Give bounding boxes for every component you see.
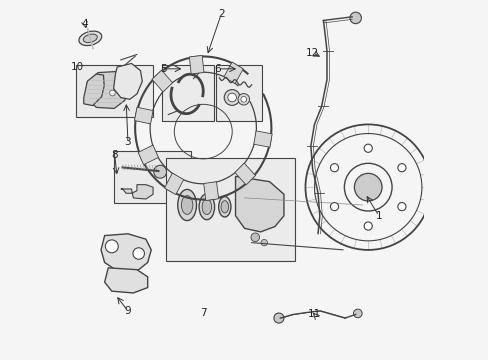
Ellipse shape (221, 201, 228, 213)
Circle shape (250, 233, 259, 242)
Ellipse shape (178, 189, 196, 221)
Text: 10: 10 (70, 62, 83, 72)
Text: 5: 5 (160, 64, 167, 74)
Circle shape (227, 93, 236, 102)
Circle shape (364, 222, 371, 230)
Bar (165, 158, 294, 261)
Ellipse shape (181, 195, 192, 214)
Polygon shape (235, 176, 284, 232)
Circle shape (273, 313, 284, 323)
Circle shape (330, 203, 338, 211)
Bar (162, 65, 214, 121)
Polygon shape (234, 163, 255, 185)
Polygon shape (121, 185, 153, 199)
Circle shape (130, 78, 140, 88)
Ellipse shape (83, 34, 97, 42)
Bar (76, 65, 153, 117)
Text: 11: 11 (307, 310, 321, 319)
Circle shape (153, 165, 166, 178)
Text: 2: 2 (218, 9, 224, 19)
Ellipse shape (218, 197, 230, 217)
Polygon shape (83, 74, 104, 105)
Text: 12: 12 (305, 48, 319, 58)
Ellipse shape (202, 199, 211, 215)
Polygon shape (138, 145, 158, 165)
Text: 3: 3 (124, 138, 131, 147)
Circle shape (330, 164, 338, 172)
Circle shape (353, 309, 362, 318)
Text: 4: 4 (81, 19, 88, 29)
Polygon shape (104, 268, 147, 293)
Circle shape (224, 90, 240, 105)
Polygon shape (101, 234, 151, 271)
Text: 9: 9 (124, 306, 131, 316)
Polygon shape (253, 131, 272, 147)
Circle shape (261, 239, 267, 246)
Ellipse shape (79, 31, 102, 46)
Circle shape (397, 203, 405, 211)
Circle shape (397, 164, 405, 172)
Text: 8: 8 (111, 150, 118, 160)
Bar (113, 151, 190, 203)
Polygon shape (224, 62, 243, 84)
Circle shape (105, 240, 118, 253)
Circle shape (133, 248, 144, 259)
Text: 6: 6 (214, 64, 221, 74)
Circle shape (109, 90, 115, 96)
Polygon shape (152, 70, 172, 92)
Circle shape (117, 74, 128, 85)
Polygon shape (87, 72, 125, 108)
Circle shape (238, 94, 249, 105)
Bar (215, 65, 262, 121)
Polygon shape (189, 55, 203, 74)
Polygon shape (164, 173, 183, 195)
Polygon shape (113, 63, 142, 99)
Ellipse shape (199, 194, 214, 220)
Text: 1: 1 (375, 211, 382, 221)
Text: 7: 7 (200, 308, 206, 318)
Circle shape (354, 174, 381, 201)
Circle shape (364, 144, 371, 152)
Circle shape (349, 12, 361, 24)
Circle shape (241, 96, 246, 102)
Polygon shape (203, 182, 218, 201)
Polygon shape (134, 107, 153, 124)
